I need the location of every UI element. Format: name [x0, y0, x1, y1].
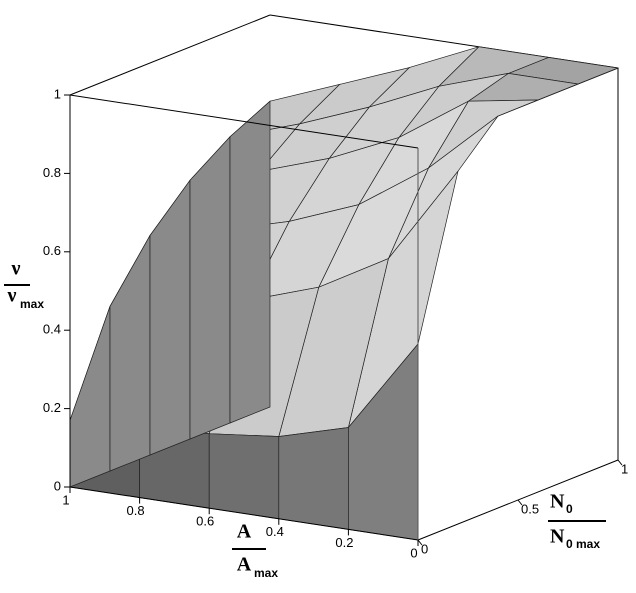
z-tick-label: 0 [54, 478, 61, 493]
x-tick-label: 0.4 [266, 524, 284, 539]
x-tick-label: 1 [62, 492, 69, 507]
front-face-strip [208, 433, 280, 520]
x-tick-label: 0 [410, 545, 417, 560]
y-tick-label: 0.5 [521, 501, 539, 516]
y-tick [417, 539, 423, 546]
z-tick-label: 0.2 [43, 400, 61, 415]
x-tick-label: 0.2 [335, 535, 353, 550]
box-edge [69, 14, 271, 96]
y-tick [617, 459, 623, 466]
front-face-strip [278, 427, 349, 530]
z-label-sub: max [20, 297, 44, 311]
y-tick-label: 0 [421, 541, 428, 556]
z-tick-label: 0.4 [43, 322, 61, 337]
x-tick-label: 0.6 [196, 514, 214, 529]
z-tick-label: 0.8 [43, 165, 61, 180]
x-label-numerator: A [237, 521, 252, 543]
y-label-denominator: N [550, 526, 565, 548]
y-label-sub: 0 max [566, 537, 600, 551]
side-face-strip [149, 179, 191, 456]
x-label-sub: max [254, 566, 278, 580]
y-label-numerator-sub: 0 [566, 502, 573, 516]
box-edge [69, 94, 419, 149]
x-label-denominator: A [237, 554, 252, 576]
z-tick-label: 1 [54, 86, 61, 101]
side-face-strip [109, 234, 151, 472]
z-tick-label: 0.6 [43, 243, 61, 258]
side-face-strip [69, 306, 111, 488]
z-label-denominator: ν [7, 285, 17, 307]
side-face-strip [189, 135, 231, 440]
y-tick [517, 499, 523, 506]
y-label-numerator: N [550, 491, 565, 513]
x-tick-label: 0.8 [127, 503, 145, 518]
box-edge [69, 486, 419, 541]
side-face-strip [229, 100, 271, 424]
y-tick-label: 1 [621, 461, 628, 476]
z-label-numerator: ν [11, 258, 21, 280]
